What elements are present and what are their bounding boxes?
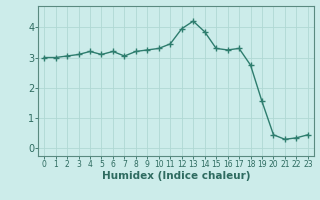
X-axis label: Humidex (Indice chaleur): Humidex (Indice chaleur) [102, 171, 250, 181]
